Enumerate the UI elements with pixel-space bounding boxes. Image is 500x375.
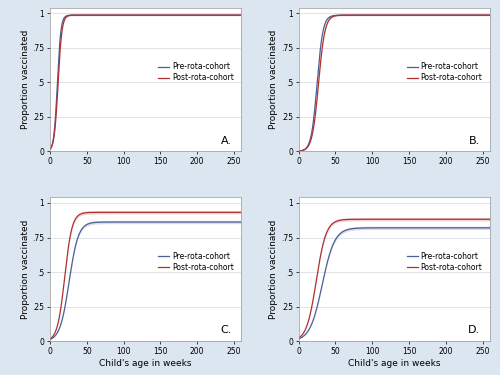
Legend: Pre-rota-cohort, Post-rota-cohort: Pre-rota-cohort, Post-rota-cohort [406, 62, 482, 82]
Pre-rota-cohort [306, 142, 312, 147]
Post-rota-cohort [433, 13, 439, 17]
Pre-rota-cohort [119, 13, 125, 17]
Pre-rota-cohort [296, 149, 302, 153]
Pre-rota-cohort [47, 337, 53, 342]
Post-rota-cohort [57, 312, 63, 317]
Line: Post-rota-cohort: Post-rota-cohort [298, 219, 490, 338]
Post-rota-cohort [486, 217, 492, 222]
Pre-rota-cohort [482, 226, 488, 230]
Y-axis label: Proportion vaccinated: Proportion vaccinated [20, 220, 30, 319]
Pre-rota-cohort [306, 328, 312, 333]
Pre-rota-cohort [198, 220, 203, 224]
Post-rota-cohort [388, 13, 394, 17]
Line: Pre-rota-cohort: Pre-rota-cohort [298, 228, 490, 339]
Post-rota-cohort [135, 210, 141, 214]
Pre-rota-cohort [384, 13, 390, 17]
Post-rota-cohort [296, 336, 302, 340]
Legend: Pre-rota-cohort, Post-rota-cohort: Pre-rota-cohort, Post-rota-cohort [406, 252, 482, 272]
Pre-rota-cohort [233, 13, 239, 17]
Line: Post-rota-cohort: Post-rota-cohort [50, 15, 242, 149]
Y-axis label: Proportion vaccinated: Proportion vaccinated [269, 30, 278, 129]
Pre-rota-cohort [446, 226, 452, 230]
X-axis label: Child's age in weeks: Child's age in weeks [100, 358, 192, 368]
Pre-rota-cohort [232, 220, 238, 224]
Post-rota-cohort [487, 217, 493, 222]
Line: Pre-rota-cohort: Pre-rota-cohort [50, 15, 242, 149]
Post-rota-cohort [482, 13, 488, 17]
Pre-rota-cohort [233, 13, 239, 17]
Pre-rota-cohort [135, 220, 141, 224]
Post-rota-cohort [135, 13, 141, 17]
Pre-rota-cohort [487, 13, 493, 17]
Text: D.: D. [468, 326, 480, 336]
Text: C.: C. [220, 326, 232, 336]
Post-rota-cohort [233, 210, 239, 214]
Text: A.: A. [220, 136, 232, 146]
Post-rota-cohort [198, 210, 203, 214]
Post-rota-cohort [446, 13, 452, 17]
Pre-rota-cohort [57, 40, 63, 45]
Post-rota-cohort [198, 13, 203, 17]
Pre-rota-cohort [482, 226, 488, 230]
Post-rota-cohort [238, 210, 244, 214]
Post-rota-cohort [233, 210, 239, 214]
Pre-rota-cohort [384, 226, 390, 230]
Post-rota-cohort [47, 147, 53, 152]
Pre-rota-cohort [487, 226, 493, 230]
Post-rota-cohort [487, 13, 493, 17]
Post-rota-cohort [238, 13, 244, 17]
Post-rota-cohort [384, 13, 390, 17]
Pre-rota-cohort [47, 147, 53, 152]
Text: B.: B. [469, 136, 480, 146]
Pre-rota-cohort [482, 13, 488, 17]
Legend: Pre-rota-cohort, Post-rota-cohort: Pre-rota-cohort, Post-rota-cohort [158, 62, 234, 82]
Post-rota-cohort [140, 210, 146, 214]
Post-rota-cohort [446, 217, 452, 222]
Post-rota-cohort [140, 13, 146, 17]
Line: Pre-rota-cohort: Pre-rota-cohort [298, 15, 490, 151]
Post-rota-cohort [384, 217, 390, 222]
Post-rota-cohort [482, 217, 488, 222]
Pre-rota-cohort [57, 325, 63, 330]
Pre-rota-cohort [238, 13, 244, 17]
Y-axis label: Proportion vaccinated: Proportion vaccinated [269, 220, 278, 319]
Legend: Pre-rota-cohort, Post-rota-cohort: Pre-rota-cohort, Post-rota-cohort [158, 252, 234, 272]
Y-axis label: Proportion vaccinated: Proportion vaccinated [20, 30, 30, 129]
Pre-rota-cohort [140, 13, 146, 17]
Post-rota-cohort [197, 210, 203, 214]
Pre-rota-cohort [388, 226, 394, 230]
Pre-rota-cohort [233, 220, 239, 224]
Pre-rota-cohort [235, 220, 241, 224]
Post-rota-cohort [482, 13, 488, 17]
Post-rota-cohort [306, 319, 312, 323]
Post-rota-cohort [482, 217, 488, 222]
Line: Post-rota-cohort: Post-rota-cohort [298, 15, 490, 151]
Post-rota-cohort [233, 13, 239, 17]
Post-rota-cohort [126, 13, 132, 17]
Post-rota-cohort [306, 144, 312, 148]
Pre-rota-cohort [135, 13, 141, 17]
Pre-rota-cohort [198, 13, 203, 17]
Line: Pre-rota-cohort: Pre-rota-cohort [50, 222, 242, 339]
Post-rota-cohort [296, 149, 302, 153]
Pre-rota-cohort [446, 13, 452, 17]
Post-rota-cohort [47, 337, 53, 341]
Pre-rota-cohort [422, 13, 428, 17]
Pre-rota-cohort [238, 220, 244, 224]
Pre-rota-cohort [140, 220, 146, 224]
Line: Post-rota-cohort: Post-rota-cohort [50, 212, 242, 339]
Pre-rota-cohort [296, 337, 302, 341]
Post-rota-cohort [233, 13, 239, 17]
Pre-rota-cohort [482, 13, 488, 17]
Post-rota-cohort [388, 217, 394, 222]
X-axis label: Child's age in weeks: Child's age in weeks [348, 358, 440, 368]
Pre-rota-cohort [388, 13, 394, 17]
Post-rota-cohort [57, 53, 63, 58]
